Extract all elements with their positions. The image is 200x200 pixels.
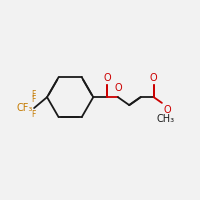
Text: O: O bbox=[150, 73, 158, 83]
Text: O: O bbox=[114, 83, 122, 93]
Text: F: F bbox=[31, 110, 36, 119]
Text: CH₃: CH₃ bbox=[157, 114, 175, 124]
Text: O: O bbox=[103, 73, 111, 83]
Text: F: F bbox=[31, 90, 36, 99]
Text: F: F bbox=[31, 95, 36, 104]
Text: O: O bbox=[163, 105, 171, 115]
Text: CF₃: CF₃ bbox=[16, 103, 33, 113]
